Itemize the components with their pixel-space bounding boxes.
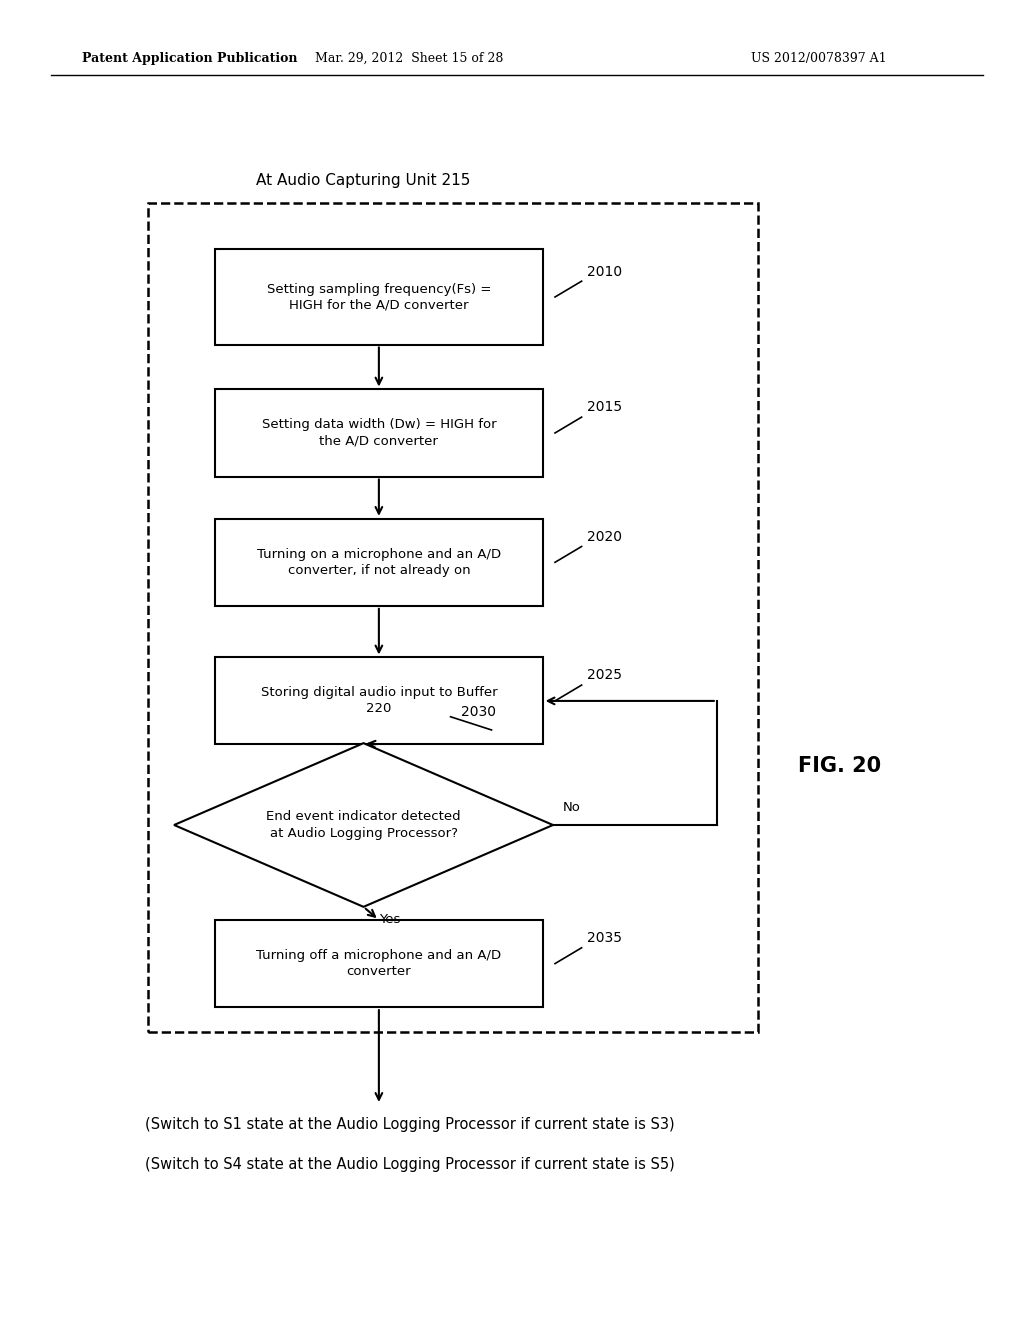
Text: End event indicator detected
at Audio Logging Processor?: End event indicator detected at Audio Lo… bbox=[266, 810, 461, 840]
Text: Turning on a microphone and an A/D
converter, if not already on: Turning on a microphone and an A/D conve… bbox=[257, 548, 501, 577]
Text: US 2012/0078397 A1: US 2012/0078397 A1 bbox=[752, 51, 887, 65]
Text: Mar. 29, 2012  Sheet 15 of 28: Mar. 29, 2012 Sheet 15 of 28 bbox=[315, 51, 504, 65]
Text: Storing digital audio input to Buffer
220: Storing digital audio input to Buffer 22… bbox=[260, 686, 498, 715]
Text: 2025: 2025 bbox=[587, 668, 622, 682]
Polygon shape bbox=[174, 743, 553, 907]
Text: At Audio Capturing Unit 215: At Audio Capturing Unit 215 bbox=[256, 173, 471, 189]
Bar bbox=[215, 519, 543, 606]
Text: Setting sampling frequency(Fs) =
HIGH for the A/D converter: Setting sampling frequency(Fs) = HIGH fo… bbox=[266, 282, 492, 312]
Text: Yes: Yes bbox=[379, 913, 400, 927]
Text: 2020: 2020 bbox=[587, 529, 622, 544]
Text: 2030: 2030 bbox=[461, 705, 496, 719]
Text: Setting data width (Dw) = HIGH for
the A/D converter: Setting data width (Dw) = HIGH for the A… bbox=[261, 418, 497, 447]
Text: Patent Application Publication: Patent Application Publication bbox=[82, 51, 297, 65]
Text: 2015: 2015 bbox=[587, 400, 622, 414]
Bar bbox=[215, 920, 543, 1007]
Text: Turning off a microphone and an A/D
converter: Turning off a microphone and an A/D conv… bbox=[256, 949, 502, 978]
Text: FIG. 20: FIG. 20 bbox=[798, 755, 882, 776]
Bar bbox=[215, 389, 543, 477]
Text: (Switch to S4 state at the Audio Logging Processor if current state is S5): (Switch to S4 state at the Audio Logging… bbox=[144, 1156, 675, 1172]
Text: 2010: 2010 bbox=[587, 264, 622, 279]
Text: 2035: 2035 bbox=[587, 931, 622, 945]
Text: (Switch to S1 state at the Audio Logging Processor if current state is S3): (Switch to S1 state at the Audio Logging… bbox=[144, 1117, 675, 1133]
Bar bbox=[215, 249, 543, 345]
Bar bbox=[148, 203, 758, 1032]
Bar bbox=[215, 657, 543, 744]
Text: No: No bbox=[563, 801, 581, 814]
